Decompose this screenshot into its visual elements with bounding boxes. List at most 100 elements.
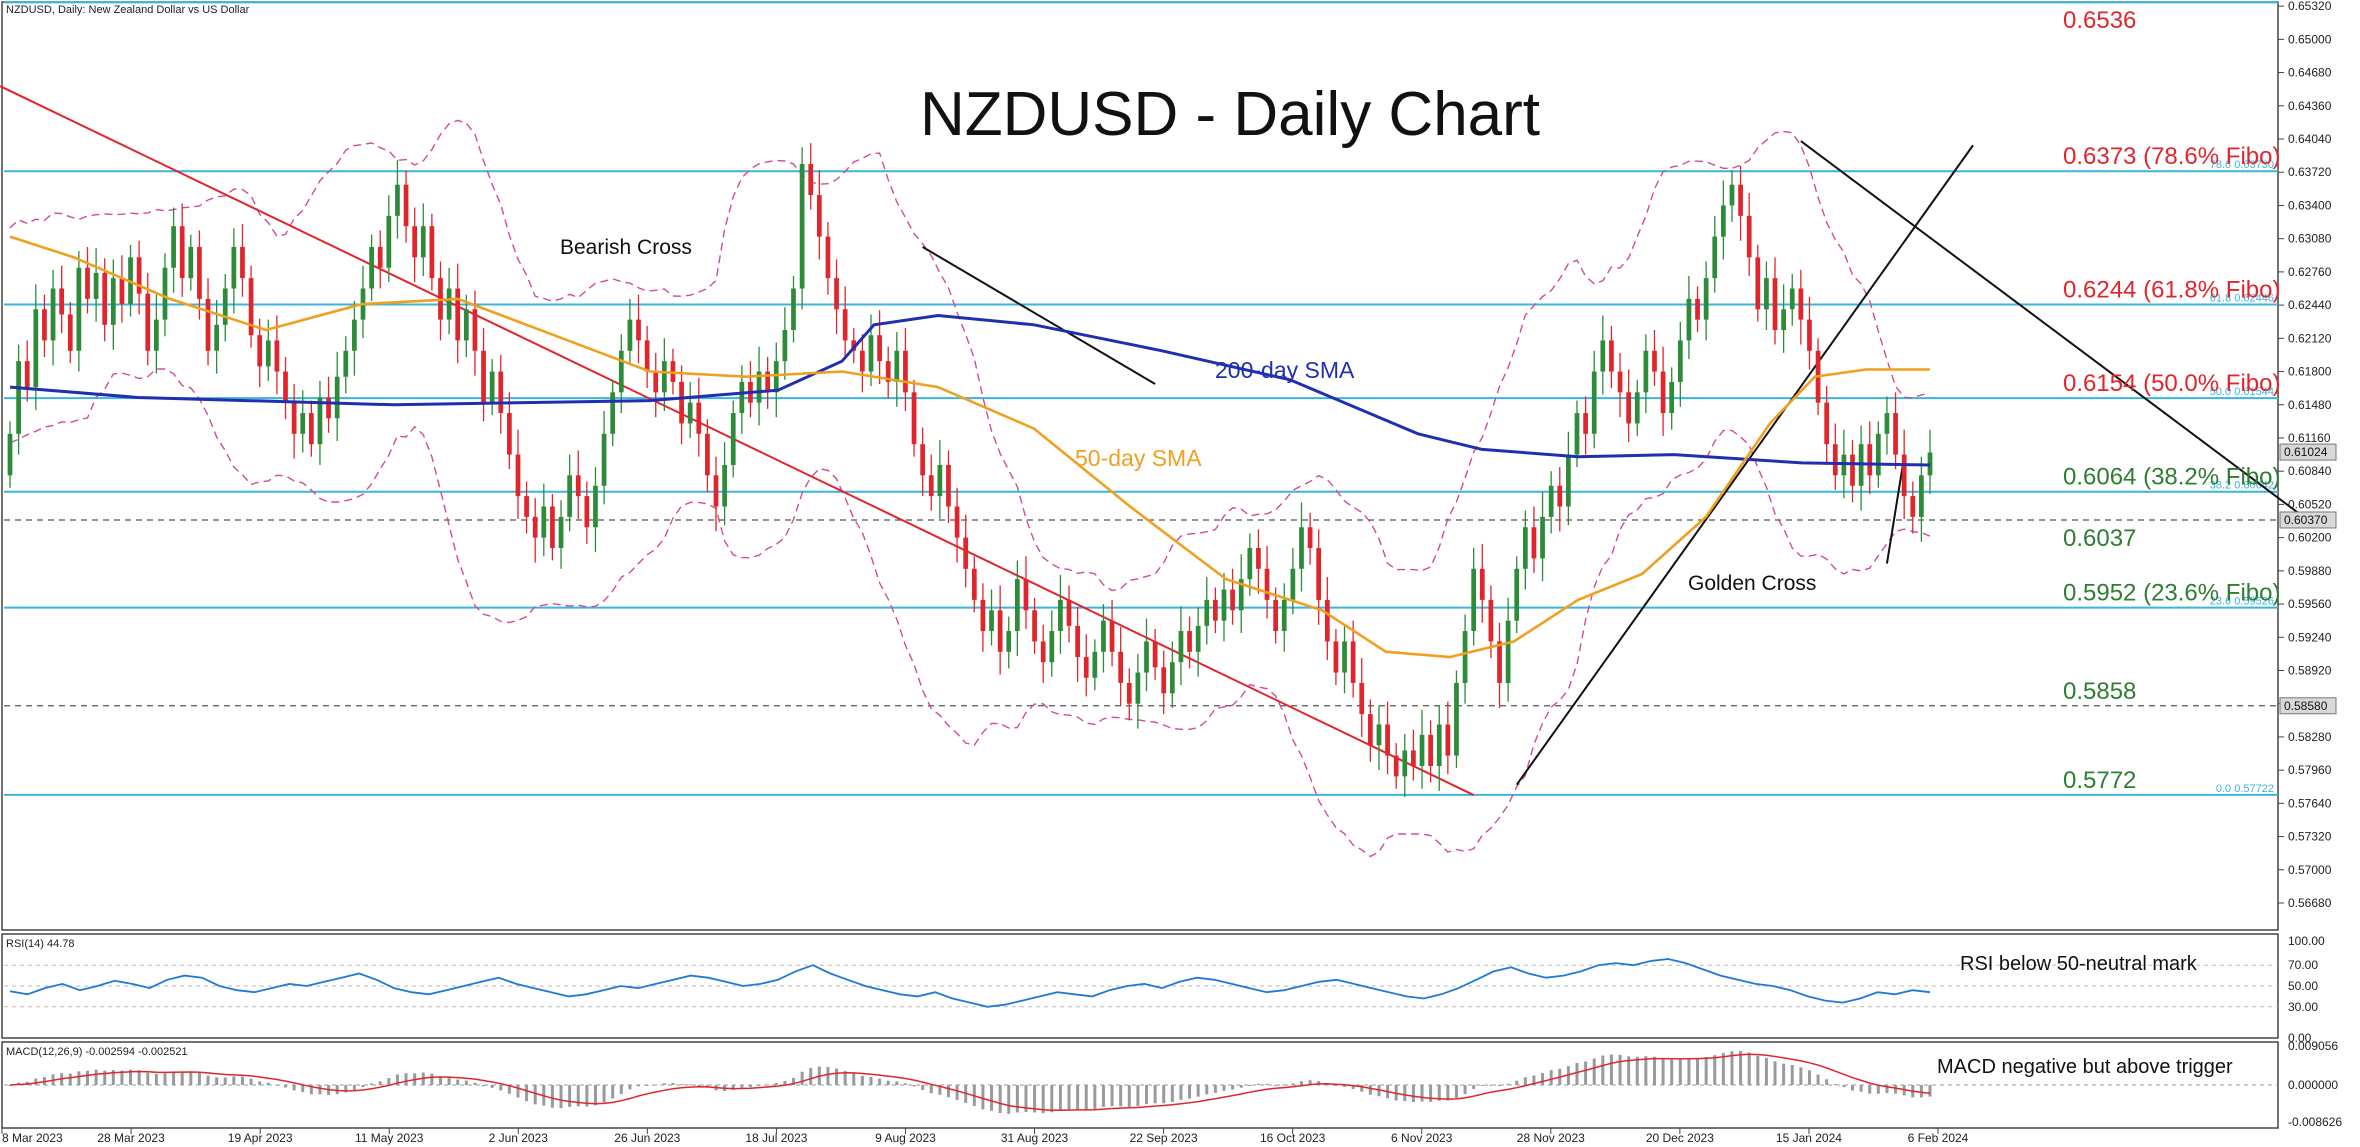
macd-bar-42 (370, 1083, 374, 1085)
macd-bar-200 (1730, 1051, 1734, 1085)
candle-body-44 (386, 215, 392, 268)
macd-bar-192 (1661, 1058, 1665, 1085)
candle-body-91 (791, 288, 796, 331)
price-badge-label-2: 0.58580 (2284, 699, 2328, 713)
candle-body-9 (85, 267, 90, 299)
candle-body-99 (860, 350, 865, 372)
candle-body-90 (782, 330, 788, 362)
candle-body-114 (989, 610, 994, 632)
candle-body-150 (1299, 527, 1304, 569)
candle-body-172 (1488, 599, 1494, 642)
candle-body-126 (1092, 651, 1098, 678)
candle-body-69 (601, 433, 607, 486)
candle-body-187 (1617, 371, 1623, 393)
rsi-tick-label-3: 0.00 (2288, 1031, 2312, 1045)
candle-body-138 (1195, 625, 1201, 652)
macd-bar-52 (456, 1079, 460, 1085)
candle-body-135 (1169, 662, 1175, 694)
candle-body-106 (920, 444, 926, 476)
candle-body-82 (713, 475, 719, 507)
candle-body-122 (1058, 599, 1063, 632)
candle-body-110 (954, 506, 960, 538)
macd-bar-19 (172, 1071, 176, 1085)
fibo-label-6: 0.5772 (2063, 767, 2136, 794)
y-tick-label-24: 0.57640 (2288, 796, 2332, 810)
candle-body-79 (687, 402, 693, 424)
macd-bar-216 (1868, 1085, 1872, 1094)
macd-bar-165 (1429, 1085, 1433, 1102)
y-tick-label-12: 0.61480 (2288, 398, 2332, 412)
macd-bar-59 (516, 1085, 520, 1098)
fibo-tag-5: 23.6 0.59526 (2210, 596, 2274, 608)
bollinger-lower (9, 368, 1931, 858)
macd-bar-18 (163, 1073, 167, 1085)
macd-bar-139 (1205, 1085, 1209, 1095)
macd-bar-124 (1076, 1085, 1080, 1110)
candle-body-59 (515, 454, 521, 497)
candle-body-196 (1695, 298, 1700, 320)
macd-bar-215 (1859, 1085, 1863, 1092)
macd-bar-211 (1825, 1079, 1829, 1085)
macd-bar-86 (748, 1085, 752, 1088)
candle-body-11 (102, 272, 108, 325)
candle-body-154 (1333, 641, 1339, 673)
macd-bar-84 (731, 1085, 735, 1090)
macd-bar-127 (1101, 1085, 1105, 1107)
macd-bar-154 (1334, 1085, 1338, 1086)
macd-bar-29 (258, 1081, 262, 1085)
candle-body-0 (7, 433, 13, 476)
macd-bar-30 (266, 1082, 270, 1085)
candle-body-199 (1720, 205, 1726, 237)
candle-body-206 (1781, 309, 1786, 331)
macd-bar-167 (1446, 1085, 1450, 1101)
macd-tick-label-0: 0.009056 (2288, 1039, 2338, 1053)
rsi-header: RSI(14) 44.78 (6, 938, 74, 950)
candle-body-191 (1652, 350, 1657, 372)
trend-lines (0, 85, 2319, 796)
macd-bar-95 (826, 1066, 830, 1085)
candle-body-201 (1738, 184, 1743, 216)
y-tick-label-1: 0.65000 (2288, 32, 2332, 46)
y-tick-label-0: 0.65320 (2288, 0, 2332, 13)
candle-body-100 (868, 335, 874, 372)
rsi-tick-label-top: 100.00 (2288, 934, 2325, 948)
bollinger-upper (9, 119, 1931, 592)
macd-bar-208 (1799, 1067, 1803, 1085)
candle-body-212 (1832, 444, 1838, 476)
macd-bar-186 (1609, 1054, 1613, 1085)
macd-bar-209 (1807, 1070, 1811, 1085)
macd-bar-35 (309, 1085, 313, 1095)
macd-bar-194 (1678, 1059, 1682, 1085)
candle-body-52 (455, 288, 461, 341)
candle-body-68 (593, 485, 598, 528)
macd-bar-100 (869, 1076, 873, 1085)
macd-bar-188 (1627, 1056, 1631, 1085)
macd-bar-92 (800, 1071, 804, 1085)
macd-bar-168 (1454, 1085, 1458, 1098)
macd-bar-157 (1360, 1085, 1364, 1092)
macd-bar-172 (1489, 1084, 1493, 1086)
y-tick-label-14: 0.60840 (2288, 464, 2332, 478)
candle-body-22 (197, 246, 202, 299)
candle-body-195 (1686, 298, 1692, 341)
macd-bar-73 (637, 1085, 641, 1087)
macd-bar-36 (318, 1085, 322, 1095)
candle-body-147 (1273, 599, 1279, 632)
macd-bar-118 (1024, 1085, 1028, 1113)
macd-bar-58 (507, 1085, 511, 1094)
macd-bar-152 (1317, 1081, 1321, 1085)
macd-bar-33 (292, 1085, 296, 1091)
y-tick-label-27: 0.56680 (2288, 896, 2332, 910)
candle-body-104 (903, 350, 908, 393)
macd-bar-88 (766, 1084, 770, 1086)
candle-body-153 (1324, 599, 1330, 642)
macd-bar-49 (430, 1073, 434, 1085)
fibo-tag-1: 78.6 0.63730 (2210, 159, 2274, 171)
macd-bar-60 (525, 1085, 529, 1102)
macd-bar-125 (1084, 1085, 1088, 1110)
macd-bar-184 (1592, 1058, 1596, 1085)
rsi-tick-label-0: 70.00 (2288, 958, 2318, 972)
macd-bar-45 (395, 1074, 399, 1085)
y-tick-label-8: 0.62760 (2288, 265, 2332, 279)
sma-line-1 (9, 235, 1930, 659)
